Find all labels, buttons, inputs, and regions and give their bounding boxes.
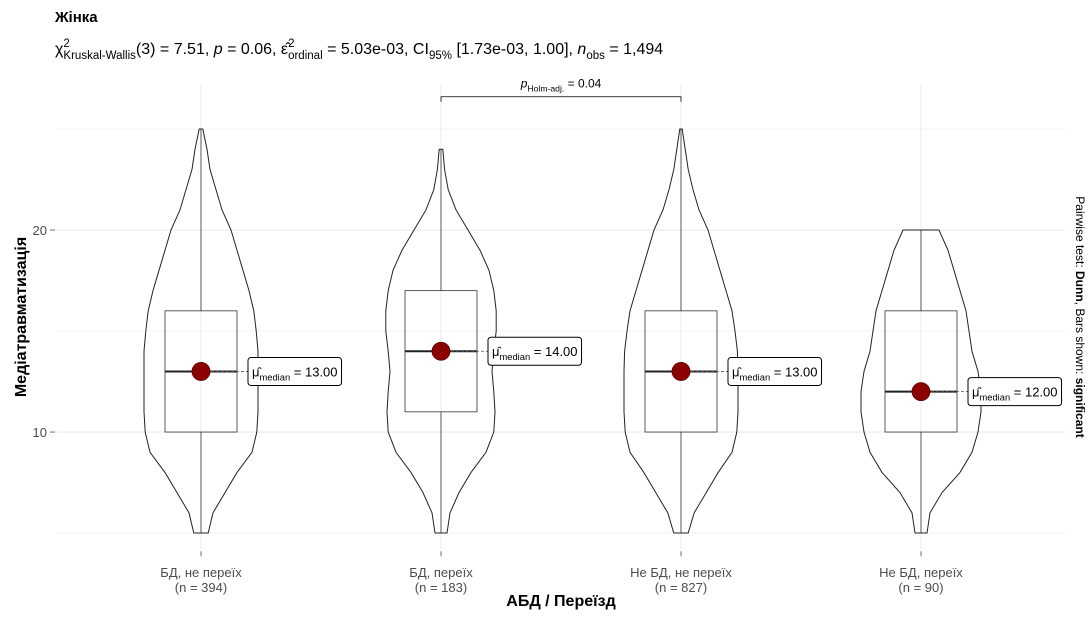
x-tick-label: Не БД, не переїх: [630, 565, 732, 580]
y-tick-label: 20: [33, 223, 47, 238]
median-label-box: [727, 356, 823, 386]
median-label-box: [487, 336, 583, 366]
text-run: μ̂: [492, 344, 502, 359]
comparison-label: pHolm-adj. = 0.04: [520, 77, 602, 94]
text-run: χ: [55, 41, 64, 58]
subscript: median: [260, 372, 291, 382]
median-point: [911, 382, 931, 402]
median-label-box: [247, 356, 343, 386]
median-value: 13.00: [785, 364, 818, 379]
median-label: μ̂median = 14.00: [492, 344, 578, 362]
text-run: = 0.04: [564, 77, 601, 91]
text-run: significant: [1073, 378, 1087, 438]
caption: Pairwise test: Dunn, Bars shown: signifi…: [1073, 196, 1087, 437]
median-point: [671, 362, 691, 381]
text-run: , Bars shown:: [1073, 302, 1087, 378]
subscript: Holm-adj.: [527, 83, 564, 93]
chart-title: Жінка: [54, 9, 98, 26]
text-run: [1.73e-03, 1.00],: [452, 41, 577, 58]
text-run: =: [770, 364, 785, 379]
x-tick-count: (n = 394): [175, 580, 227, 595]
text-run: =: [530, 344, 545, 359]
superscript: 2: [288, 38, 294, 50]
x-tick-label: БД, не переїх: [160, 565, 242, 580]
x-axis-title: АБД / Переїзд: [506, 593, 615, 610]
comparison-bracket: [440, 96, 682, 102]
subscript: median: [740, 372, 771, 382]
text-run: ε̂: [281, 41, 291, 58]
text-run: =: [1010, 385, 1025, 400]
median-point: [191, 362, 211, 381]
subscript: median: [980, 393, 1011, 403]
violin: [860, 229, 982, 534]
subscript: median: [500, 352, 531, 362]
median-value: 12.00: [1025, 385, 1058, 400]
median-value: 13.00: [305, 364, 338, 379]
subscript: Kruskal-Wallis: [63, 50, 136, 62]
y-tick-label: 10: [33, 425, 47, 440]
text-run: μ̂: [732, 364, 742, 379]
x-tick-label: БД, переїх: [409, 565, 473, 580]
text-run: = 1,494: [605, 41, 663, 58]
median-label-box: [967, 377, 1063, 407]
median-label: μ̂median = 13.00: [732, 364, 818, 382]
x-tick-count: (n = 827): [655, 580, 707, 595]
text-run: Dunn: [1073, 271, 1087, 302]
median-value: 14.00: [545, 344, 578, 359]
median-label: μ̂median = 13.00: [252, 364, 338, 382]
text-run: = 0.06,: [223, 41, 281, 58]
text-run: =: [290, 364, 305, 379]
text-run: n: [577, 41, 586, 58]
text-run: Pairwise test:: [1073, 196, 1087, 271]
x-tick-label: Не БД, переїх: [879, 565, 963, 580]
violin: [623, 128, 739, 534]
subscript: 95%: [429, 50, 452, 62]
text-run: p: [213, 41, 223, 58]
subscript: obs: [586, 50, 605, 62]
x-tick-count: (n = 90): [898, 580, 943, 595]
text-run: p: [520, 77, 528, 91]
box: [884, 310, 958, 433]
x-tick-count: (n = 183): [415, 580, 467, 595]
violin: [143, 128, 259, 534]
text-run: μ̂: [972, 385, 982, 400]
median-label: μ̂median = 12.00: [972, 385, 1058, 403]
text-run: = 5.03e-03, CI: [323, 41, 429, 58]
text-run: (3) = 7.51,: [136, 41, 214, 58]
chart-subtitle: χ2 Kruskal-Wallis(3) = 7.51, p = 0.06, ε̂…: [55, 38, 663, 62]
y-axis-title: Медіатравматизація: [13, 237, 30, 397]
superscript: 2: [63, 38, 69, 50]
subscript: ordinal: [288, 50, 323, 62]
median-point: [431, 341, 451, 361]
text-run: μ̂: [252, 364, 262, 379]
violin: [385, 148, 497, 534]
